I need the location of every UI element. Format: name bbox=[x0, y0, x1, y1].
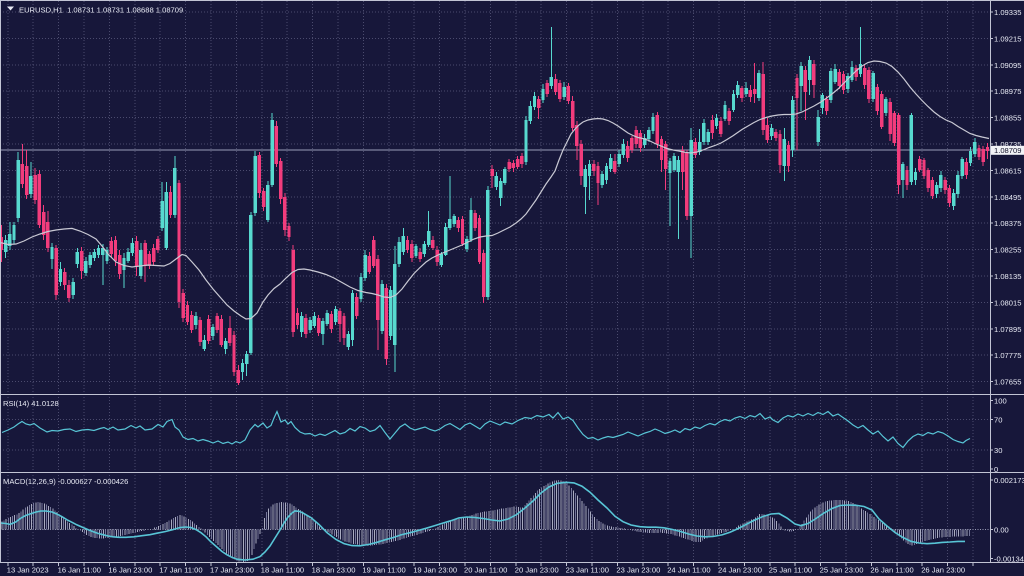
svg-text:RSI(14) 41.0128: RSI(14) 41.0128 bbox=[3, 399, 59, 408]
svg-text:1.08855: 1.08855 bbox=[994, 114, 1021, 123]
svg-text:19 Jan 11:00: 19 Jan 11:00 bbox=[362, 566, 405, 575]
svg-text:1.09215: 1.09215 bbox=[994, 34, 1021, 43]
svg-text:24 Jan 11:00: 24 Jan 11:00 bbox=[667, 566, 710, 575]
svg-text:1.08975: 1.08975 bbox=[994, 87, 1021, 96]
svg-text:-0.001345: -0.001345 bbox=[994, 554, 1024, 563]
svg-text:70: 70 bbox=[994, 416, 1002, 425]
svg-text:18 Jan 23:00: 18 Jan 23:00 bbox=[312, 566, 356, 575]
svg-text:1.08255: 1.08255 bbox=[994, 246, 1021, 255]
svg-text:26 Jan 23:00: 26 Jan 23:00 bbox=[921, 566, 965, 575]
svg-text:1.07655: 1.07655 bbox=[994, 378, 1021, 387]
svg-text:EURUSD,H1 1.08731 1.08731 1.0: EURUSD,H1 1.08731 1.08731 1.08688 1.0870… bbox=[19, 6, 183, 15]
svg-text:16 Jan 23:00: 16 Jan 23:00 bbox=[108, 566, 152, 575]
svg-text:26 Jan 11:00: 26 Jan 11:00 bbox=[870, 566, 913, 575]
svg-text:1.08615: 1.08615 bbox=[994, 166, 1021, 175]
svg-text:1.08495: 1.08495 bbox=[994, 193, 1021, 202]
svg-text:MACD(12,26,9) -0.000627 -0.000: MACD(12,26,9) -0.000627 -0.000426 bbox=[3, 477, 128, 486]
svg-text:16 Jan 11:00: 16 Jan 11:00 bbox=[58, 566, 101, 575]
svg-text:1.07895: 1.07895 bbox=[994, 325, 1021, 334]
svg-text:100: 100 bbox=[994, 397, 1007, 406]
svg-text:23 Jan 11:00: 23 Jan 11:00 bbox=[566, 566, 609, 575]
svg-text:0.002173: 0.002173 bbox=[994, 476, 1024, 485]
svg-text:1.08709: 1.08709 bbox=[994, 146, 1021, 155]
svg-text:24 Jan 23:00: 24 Jan 23:00 bbox=[718, 566, 762, 575]
svg-text:1.07775: 1.07775 bbox=[994, 351, 1021, 360]
svg-text:19 Jan 23:00: 19 Jan 23:00 bbox=[413, 566, 457, 575]
svg-text:1.08735: 1.08735 bbox=[994, 140, 1021, 149]
svg-text:0: 0 bbox=[994, 465, 998, 474]
svg-text:20 Jan 23:00: 20 Jan 23:00 bbox=[515, 566, 559, 575]
svg-text:20 Jan 11:00: 20 Jan 11:00 bbox=[464, 566, 507, 575]
svg-text:1.08135: 1.08135 bbox=[994, 272, 1021, 281]
svg-text:1.08015: 1.08015 bbox=[994, 298, 1021, 307]
svg-text:25 Jan 11:00: 25 Jan 11:00 bbox=[769, 566, 812, 575]
svg-text:17 Jan 23:00: 17 Jan 23:00 bbox=[210, 566, 254, 575]
svg-text:1.08375: 1.08375 bbox=[994, 219, 1021, 228]
svg-text:13 Jan 2023: 13 Jan 2023 bbox=[7, 566, 49, 575]
svg-text:18 Jan 11:00: 18 Jan 11:00 bbox=[261, 566, 304, 575]
svg-text:30: 30 bbox=[994, 446, 1002, 455]
svg-text:0.00: 0.00 bbox=[994, 526, 1009, 535]
svg-text:17 Jan 11:00: 17 Jan 11:00 bbox=[159, 566, 202, 575]
svg-text:25 Jan 23:00: 25 Jan 23:00 bbox=[820, 566, 864, 575]
svg-text:23 Jan 23:00: 23 Jan 23:00 bbox=[616, 566, 660, 575]
svg-text:1.09095: 1.09095 bbox=[994, 61, 1021, 70]
svg-text:1.09335: 1.09335 bbox=[994, 8, 1021, 17]
